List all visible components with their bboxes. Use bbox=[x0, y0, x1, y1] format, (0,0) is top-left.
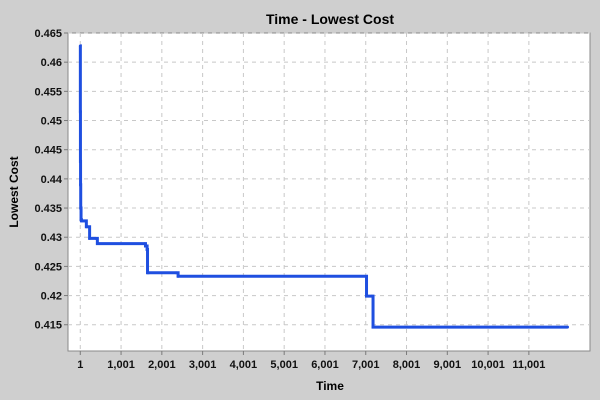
data-point bbox=[147, 271, 151, 275]
data-point bbox=[365, 294, 368, 298]
data-point bbox=[85, 225, 89, 229]
x-tick-label: 4,001 bbox=[230, 359, 258, 371]
x-tick-label: 10,001 bbox=[471, 359, 505, 371]
y-tick-label: 0.455 bbox=[34, 86, 62, 98]
data-point bbox=[143, 242, 147, 246]
y-tick-label: 0.425 bbox=[34, 261, 62, 273]
data-point bbox=[145, 248, 149, 251]
y-tick-label: 0.415 bbox=[34, 320, 62, 332]
data-point bbox=[174, 271, 178, 275]
data-point bbox=[79, 206, 83, 210]
data-point bbox=[78, 44, 82, 48]
data-point bbox=[371, 325, 375, 329]
data-point bbox=[176, 274, 180, 278]
data-point bbox=[94, 236, 98, 240]
x-tick-label: 1 bbox=[77, 359, 83, 371]
x-tick-label: 3,001 bbox=[189, 359, 217, 371]
x-tick-label: 6,001 bbox=[311, 359, 339, 371]
data-point bbox=[88, 236, 92, 240]
data-point bbox=[95, 242, 99, 246]
data-point bbox=[78, 110, 82, 114]
y-tick-label: 0.42 bbox=[41, 291, 62, 303]
x-tick-label: 5,001 bbox=[270, 359, 298, 371]
x-tick-label: 7,001 bbox=[352, 359, 380, 371]
y-tick-label: 0.46 bbox=[41, 57, 62, 69]
data-point bbox=[144, 244, 148, 248]
y-tick-label: 0.465 bbox=[34, 28, 62, 40]
y-tick-label: 0.43 bbox=[41, 232, 62, 244]
y-axis-ticks: 0.415 0.42 0.425 0.43 0.435 0.44 0.445 0.45 0.45… bbox=[34, 28, 68, 332]
series-layer bbox=[78, 44, 569, 329]
x-tick-label: 9,001 bbox=[434, 359, 462, 371]
data-point bbox=[82, 219, 86, 223]
y-tick-label: 0.435 bbox=[34, 203, 62, 215]
chart-title: Time - Lowest Cost bbox=[266, 11, 394, 27]
grid-lines bbox=[68, 32, 590, 351]
x-tick-label: 1,001 bbox=[107, 359, 135, 371]
y-tick-label: 0.44 bbox=[41, 174, 63, 186]
x-tick-label: 11,001 bbox=[512, 359, 545, 371]
data-point bbox=[364, 274, 368, 278]
plot-area bbox=[67, 32, 591, 352]
data-point bbox=[79, 159, 82, 163]
y-tick-label: 0.445 bbox=[34, 145, 62, 157]
data-point bbox=[370, 294, 374, 298]
data-point bbox=[566, 325, 569, 329]
y-tick-label: 0.45 bbox=[41, 116, 62, 128]
x-axis-ticks: 1 1,001 2,001 3,001 4,001 5,001 6,001 7,001 8,00… bbox=[77, 351, 545, 371]
x-tick-label: 8,001 bbox=[393, 359, 421, 371]
x-axis-label: Time bbox=[316, 379, 344, 393]
data-point bbox=[79, 183, 82, 187]
y-axis-label: Lowest Cost bbox=[7, 156, 21, 227]
x-tick-label: 2,001 bbox=[148, 359, 176, 371]
